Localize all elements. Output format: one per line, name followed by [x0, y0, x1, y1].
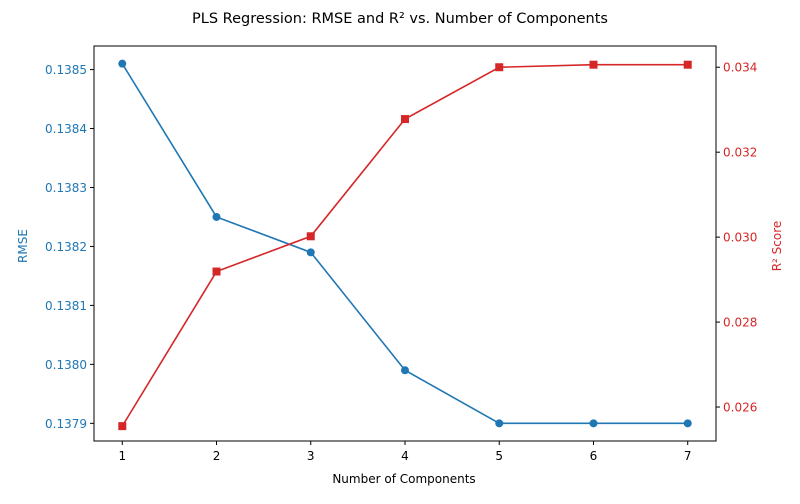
r2-point — [306, 232, 315, 241]
rmse-series — [118, 59, 692, 428]
r2-point — [401, 115, 409, 124]
y-axis-left-label: RMSE — [16, 229, 30, 263]
y-left-tick-label: 0.1382 — [45, 240, 87, 254]
r2-point — [683, 60, 692, 69]
y-axis-right: 0.026 0.028 0.030 0.032 0.034 — [716, 61, 757, 415]
x-tick-label: 3 — [307, 449, 315, 463]
y-left-tick-label: 0.1381 — [45, 299, 87, 313]
y-right-tick-label: 0.034 — [723, 61, 757, 75]
x-tick-label: 5 — [495, 449, 503, 463]
x-axis-label: Number of Components — [332, 472, 475, 486]
y-right-tick-label: 0.028 — [723, 316, 757, 330]
y-right-tick-label: 0.032 — [723, 146, 757, 160]
r2-series — [118, 60, 692, 431]
x-tick-label: 4 — [401, 449, 409, 463]
x-tick-label: 7 — [684, 449, 692, 463]
r2-point — [118, 422, 127, 431]
y-left-tick-label: 0.1384 — [45, 122, 87, 136]
y-right-tick-label: 0.030 — [723, 231, 757, 245]
y-axis-left: 0.1379 0.1380 0.1381 0.1382 0.1383 0.1384 0.13… — [45, 63, 94, 431]
y-axis-right-label: R² Score — [770, 221, 784, 272]
x-tick-label: 6 — [590, 449, 598, 463]
x-axis: 1 2 3 4 5 6 7 — [118, 441, 692, 463]
y-left-tick-label: 0.1379 — [45, 417, 87, 431]
y-left-tick-label: 0.1385 — [45, 63, 87, 77]
r2-point — [212, 267, 221, 276]
r2-point — [589, 60, 598, 69]
y-right-tick-label: 0.026 — [723, 401, 757, 415]
x-tick-label: 1 — [118, 449, 126, 463]
y-left-tick-label: 0.1383 — [45, 181, 87, 195]
x-tick-label: 2 — [213, 449, 221, 463]
rmse-point — [401, 366, 409, 375]
rmse-point — [118, 59, 127, 68]
rmse-point — [495, 419, 504, 428]
y-left-tick-label: 0.1380 — [45, 358, 87, 372]
rmse-point — [683, 419, 692, 428]
rmse-point — [306, 248, 315, 257]
rmse-point — [212, 212, 221, 221]
rmse-point — [589, 419, 598, 428]
r2-point — [495, 63, 504, 72]
chart-title: PLS Regression: RMSE and R² vs. Number o… — [192, 11, 608, 27]
